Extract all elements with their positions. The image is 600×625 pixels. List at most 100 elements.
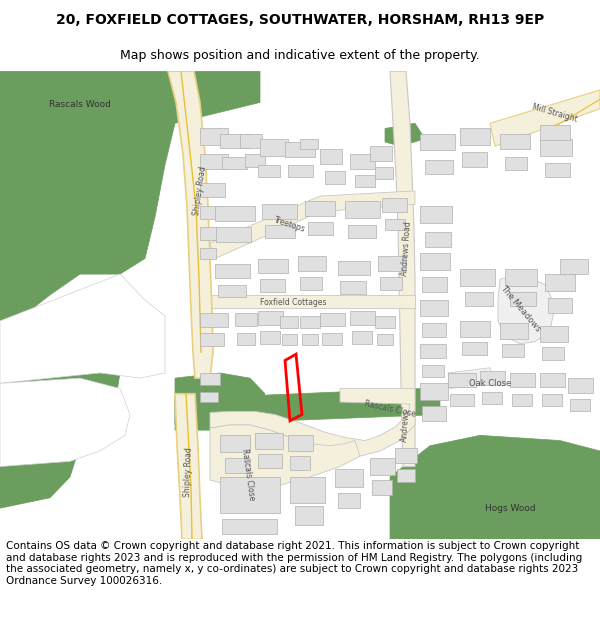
- Text: Rascals Close: Rascals Close: [364, 399, 416, 419]
- Bar: [200, 154, 228, 169]
- Polygon shape: [210, 425, 360, 488]
- Bar: [568, 378, 593, 392]
- Bar: [235, 312, 257, 326]
- Bar: [345, 201, 380, 218]
- Bar: [260, 331, 280, 344]
- Bar: [200, 392, 218, 402]
- Bar: [288, 165, 313, 177]
- Polygon shape: [0, 71, 260, 321]
- Bar: [300, 278, 322, 290]
- Bar: [322, 333, 342, 345]
- Bar: [510, 373, 535, 388]
- Bar: [222, 156, 247, 169]
- Bar: [200, 333, 224, 346]
- Bar: [285, 142, 315, 156]
- Bar: [542, 347, 564, 361]
- Text: Rascals Close: Rascals Close: [240, 448, 256, 501]
- Bar: [380, 278, 402, 290]
- Bar: [510, 292, 536, 306]
- Polygon shape: [498, 274, 555, 344]
- Bar: [290, 456, 310, 469]
- Bar: [220, 134, 250, 148]
- Bar: [420, 253, 450, 270]
- Polygon shape: [195, 295, 415, 308]
- Bar: [338, 261, 370, 275]
- Bar: [375, 316, 395, 328]
- Bar: [200, 129, 228, 145]
- Bar: [460, 129, 490, 145]
- Text: Oak Close: Oak Close: [469, 379, 511, 388]
- Bar: [200, 228, 218, 240]
- Bar: [370, 458, 395, 475]
- Bar: [545, 274, 575, 291]
- Bar: [352, 331, 372, 344]
- Text: Map shows position and indicative extent of the property.: Map shows position and indicative extent…: [120, 49, 480, 62]
- Text: Mill Straight: Mill Straight: [531, 102, 579, 124]
- Polygon shape: [175, 394, 202, 539]
- Bar: [245, 154, 265, 167]
- Text: Andrews Road: Andrews Road: [400, 221, 412, 276]
- Bar: [240, 134, 262, 148]
- Polygon shape: [390, 436, 600, 539]
- Bar: [385, 219, 405, 231]
- Polygon shape: [175, 373, 265, 414]
- Bar: [500, 134, 530, 149]
- Bar: [258, 165, 280, 177]
- Bar: [348, 225, 376, 238]
- Bar: [258, 454, 282, 468]
- Polygon shape: [210, 389, 415, 456]
- Bar: [200, 182, 225, 197]
- Text: Foxfield Cottages: Foxfield Cottages: [260, 298, 326, 307]
- Bar: [462, 152, 487, 167]
- Bar: [377, 334, 393, 345]
- Bar: [338, 492, 360, 508]
- Bar: [320, 149, 342, 164]
- Bar: [480, 371, 505, 386]
- Bar: [218, 284, 246, 297]
- Bar: [200, 373, 220, 386]
- Bar: [425, 232, 451, 247]
- Bar: [295, 506, 323, 525]
- Bar: [542, 394, 562, 406]
- Bar: [237, 333, 255, 345]
- Bar: [288, 436, 313, 451]
- Bar: [300, 139, 318, 149]
- Bar: [462, 342, 487, 355]
- Bar: [305, 201, 335, 216]
- Bar: [200, 248, 216, 259]
- Bar: [500, 323, 528, 339]
- Text: Shipley Road: Shipley Road: [182, 447, 193, 497]
- Bar: [422, 278, 447, 292]
- Polygon shape: [175, 404, 235, 430]
- Bar: [560, 259, 588, 274]
- Bar: [298, 256, 326, 271]
- Bar: [260, 139, 288, 156]
- Bar: [422, 406, 446, 421]
- Polygon shape: [0, 274, 165, 383]
- Bar: [265, 225, 295, 238]
- Bar: [216, 228, 251, 242]
- Bar: [512, 394, 532, 406]
- Bar: [302, 334, 318, 345]
- Text: Andrews: Andrews: [400, 408, 412, 442]
- Polygon shape: [0, 378, 130, 466]
- Bar: [220, 436, 250, 452]
- Bar: [378, 256, 406, 271]
- Bar: [505, 269, 537, 286]
- Bar: [422, 323, 446, 336]
- Bar: [215, 264, 250, 278]
- Bar: [355, 175, 375, 187]
- Polygon shape: [385, 123, 425, 146]
- Text: 20, FOXFIELD COTTAGES, SOUTHWATER, HORSHAM, RH13 9EP: 20, FOXFIELD COTTAGES, SOUTHWATER, HORSH…: [56, 13, 544, 27]
- Bar: [258, 259, 288, 273]
- Polygon shape: [448, 368, 495, 389]
- Bar: [260, 279, 285, 292]
- Bar: [375, 167, 393, 179]
- Bar: [222, 519, 277, 534]
- Polygon shape: [0, 336, 120, 508]
- Bar: [300, 316, 320, 328]
- Bar: [258, 311, 283, 325]
- Bar: [350, 311, 375, 325]
- Bar: [397, 469, 415, 482]
- Bar: [540, 139, 572, 156]
